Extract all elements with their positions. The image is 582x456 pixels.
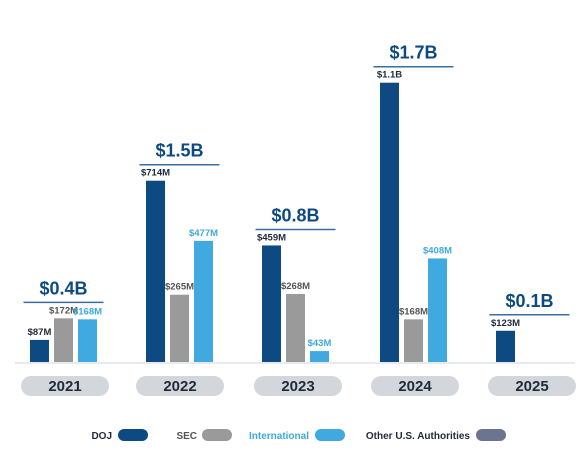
bar-doj-2023 [262,245,281,362]
data-label-doj-2022: $714M [141,168,170,179]
data-label-doj-2023: $459M [257,232,286,243]
year-label-2022: 2022 [163,378,196,395]
totals-layer: $0.4B $1.5B $0.8B $1.7B $0.1B [23,43,570,316]
bars-layer [30,82,515,363]
bar-international-2024 [428,258,447,362]
year-label-2024: 2024 [398,378,432,395]
year-label-2021: 2021 [48,378,81,395]
data-label-international-2024: $408M [423,245,452,256]
legend-swatch-other-u-s-authorities [476,429,506,441]
total-label-2024: $1.7B [389,43,437,63]
legend: DOJ SEC International Other U.S. Authoritie… [91,429,506,442]
year-pills-layer: 2021 2022 2023 2024 2025 [21,376,576,396]
legend-label-other-u-s-authorities: Other U.S. Authorities [366,431,471,442]
total-label-2022: $1.5B [155,141,203,161]
total-label-2021: $0.4B [39,278,87,298]
data-label-international-2021: $168M [73,306,102,317]
year-label-2023: 2023 [281,378,314,395]
bar-international-2023 [310,351,329,362]
data-label-sec-2023: $268M [281,281,310,292]
year-pill-2022 [136,376,224,396]
bar-doj-2021 [30,339,49,362]
data-label-doj-2021: $87M [28,327,52,338]
bar-labels-layer: $87M$172M$168M$714M$265M$477M $459M$268M$… [28,70,520,349]
year-label-2025: 2025 [515,378,548,395]
data-label-international-2022: $477M [189,228,218,239]
bar-doj-2022 [146,180,165,362]
year-pill-2023 [254,376,342,396]
legend-label-sec: SEC [176,431,197,442]
bar-sec-2021 [54,318,73,362]
legend-swatch-doj [118,429,148,441]
year-pill-2024 [371,376,459,396]
data-label-sec-2022: $265M [165,282,194,293]
year-pill-2025 [488,376,576,396]
total-label-2023: $0.8B [271,205,319,225]
data-label-sec-2024: $168M [399,306,428,317]
data-label-doj-2025: $123M [491,318,520,329]
bar-doj-2024 [380,82,399,363]
bar-sec-2024 [404,319,423,362]
bar-international-2022 [194,240,213,362]
legend-label-international: International [249,431,309,442]
data-label-sec-2021: $172M [49,305,78,316]
total-label-2025: $0.1B [505,291,553,311]
data-label-doj-2024: $1.1B [377,70,402,81]
year-pill-2021 [21,376,109,396]
data-label-international-2023: $43M [308,338,332,349]
legend-swatch-sec [202,429,232,441]
bar-doj-2025 [496,330,515,362]
legend-swatch-international [315,429,345,441]
bar-sec-2023 [286,293,305,362]
bar-international-2021 [78,319,97,362]
legend-label-doj: DOJ [91,431,112,442]
bar-sec-2022 [170,294,189,362]
